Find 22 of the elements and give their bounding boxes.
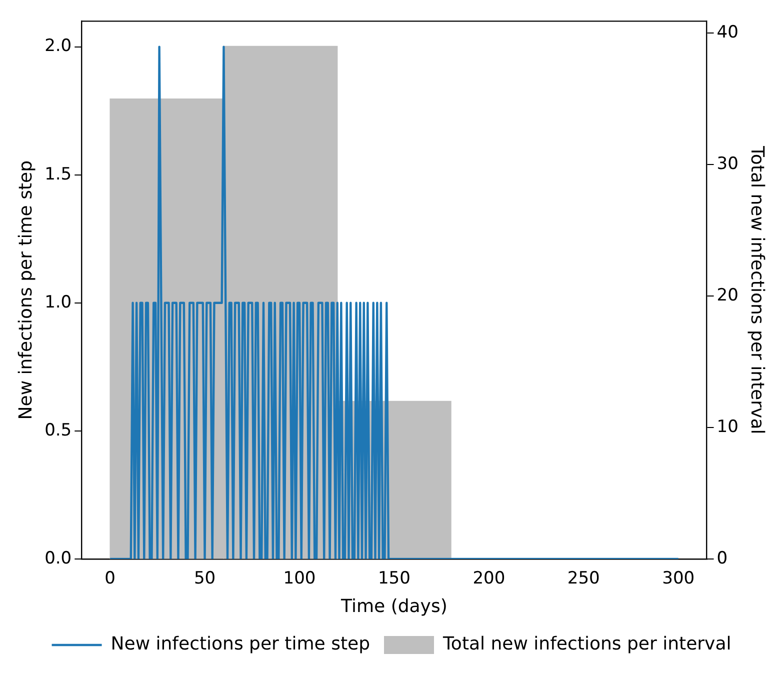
y2-tick-label: 40: [716, 22, 738, 42]
y-tick-label: 1.5: [44, 164, 72, 184]
x-tick-label: 200: [472, 568, 506, 589]
y2-tick-label: 0: [716, 548, 728, 568]
y2-tick-label: 10: [716, 416, 738, 437]
x-tick-label: 300: [662, 568, 695, 589]
legend-label: Total new infections per interval: [442, 634, 732, 655]
y-tick-label: 2.0: [44, 36, 72, 56]
x-tick-label: 250: [567, 568, 600, 589]
legend-label: New infections per time step: [110, 634, 370, 655]
x-tick-label: 100: [283, 568, 316, 589]
x-axis-title: Time (days): [340, 596, 448, 617]
y2-axis-title: Total new infections per interval: [746, 144, 768, 434]
x-tick-label: 50: [194, 568, 216, 589]
x-tick-label: 150: [378, 568, 410, 589]
x-tick-label: 0: [104, 568, 116, 589]
y-tick-label: 0.5: [44, 420, 72, 440]
y-tick-label: 0.0: [44, 548, 72, 568]
y-axis-title: New infections per time step: [15, 160, 36, 420]
y-tick-label: 1.0: [44, 292, 72, 312]
y2-tick-label: 20: [716, 285, 738, 306]
y2-tick-label: 30: [716, 154, 738, 174]
